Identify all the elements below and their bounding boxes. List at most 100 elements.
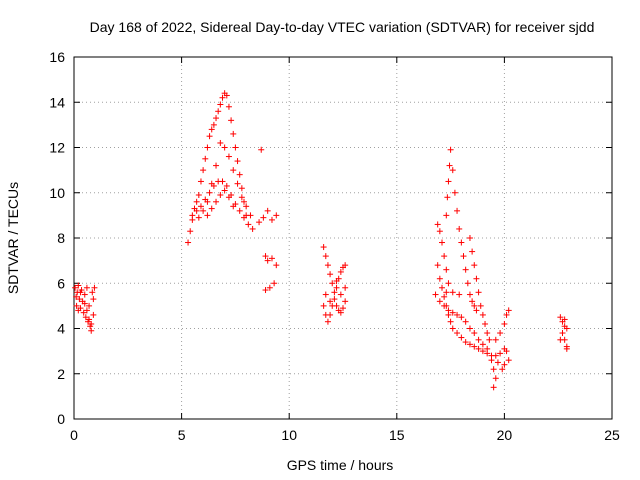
- data-point: [197, 203, 204, 210]
- data-point: [499, 366, 506, 373]
- data-point: [342, 262, 349, 269]
- data-point: [217, 101, 224, 108]
- data-point: [86, 302, 93, 309]
- data-point: [249, 225, 256, 232]
- data-point: [462, 339, 469, 346]
- chart-title: Day 168 of 2022, Sidereal Day-to-day VTE…: [90, 19, 595, 35]
- data-point: [458, 239, 465, 246]
- data-point: [436, 298, 443, 305]
- data-point: [432, 291, 439, 298]
- data-point: [225, 194, 232, 201]
- data-point: [219, 178, 226, 185]
- data-point: [195, 192, 202, 199]
- data-point: [488, 357, 495, 364]
- data-point: [449, 309, 456, 316]
- data-point: [469, 298, 476, 305]
- data-point: [497, 350, 504, 357]
- data-point: [238, 194, 245, 201]
- data-point: [469, 248, 476, 255]
- data-point: [200, 207, 207, 214]
- data-point: [333, 277, 340, 284]
- data-point: [501, 361, 508, 368]
- data-point: [213, 162, 220, 169]
- data-point: [434, 262, 441, 269]
- data-point: [256, 219, 263, 226]
- data-point: [434, 221, 441, 228]
- data-point: [264, 207, 271, 214]
- data-point: [213, 198, 220, 205]
- data-point: [241, 214, 248, 221]
- y-tick-label: 6: [57, 275, 65, 291]
- data-point: [81, 300, 88, 307]
- data-points: [72, 90, 570, 391]
- data-point: [471, 262, 478, 269]
- data-point: [204, 212, 211, 219]
- data-point: [234, 158, 241, 165]
- data-point: [471, 330, 478, 337]
- data-point: [342, 284, 349, 291]
- data-point: [497, 330, 504, 337]
- data-point: [225, 103, 232, 110]
- y-tick-label: 16: [49, 49, 65, 65]
- data-point: [228, 117, 235, 124]
- data-point: [273, 262, 280, 269]
- data-point: [232, 144, 239, 151]
- data-point: [337, 291, 344, 298]
- y-tick-label: 0: [57, 411, 65, 427]
- data-point: [466, 325, 473, 332]
- data-point: [221, 187, 228, 194]
- data-point: [206, 189, 213, 196]
- data-point: [245, 221, 252, 228]
- data-point: [342, 298, 349, 305]
- data-point: [445, 280, 452, 287]
- data-point: [208, 126, 215, 133]
- y-tick-label: 14: [49, 94, 65, 110]
- data-point: [327, 298, 334, 305]
- data-point: [236, 207, 243, 214]
- data-point: [466, 341, 473, 348]
- data-point: [443, 266, 450, 273]
- data-point: [234, 180, 241, 187]
- data-point: [221, 144, 228, 151]
- data-point: [449, 167, 456, 174]
- data-point: [72, 284, 79, 291]
- data-point: [443, 212, 450, 219]
- data-point: [454, 207, 461, 214]
- y-tick-label: 12: [49, 140, 65, 156]
- data-point: [557, 314, 564, 321]
- data-point: [86, 316, 93, 323]
- y-tick-label: 4: [57, 321, 65, 337]
- data-point: [189, 212, 196, 219]
- data-point: [223, 92, 230, 99]
- data-point: [446, 162, 453, 169]
- data-point: [230, 203, 237, 210]
- data-point: [441, 253, 448, 260]
- data-point: [475, 289, 482, 296]
- y-tick-label: 10: [49, 185, 65, 201]
- data-point: [217, 139, 224, 146]
- data-point: [466, 235, 473, 241]
- data-point: [559, 330, 566, 337]
- data-point: [471, 343, 478, 350]
- data-point: [208, 205, 215, 212]
- data-point: [202, 155, 209, 162]
- data-point: [206, 133, 213, 140]
- data-point: [447, 318, 454, 325]
- x-tick-label: 10: [281, 427, 297, 443]
- data-point: [204, 144, 211, 151]
- data-point: [90, 296, 97, 303]
- data-point: [466, 291, 473, 298]
- data-point: [217, 192, 224, 199]
- data-point: [482, 320, 489, 327]
- data-point: [337, 268, 344, 275]
- data-point: [320, 244, 327, 251]
- data-point: [73, 302, 80, 309]
- data-point: [475, 345, 482, 352]
- data-point: [266, 284, 273, 291]
- data-point: [460, 253, 467, 260]
- data-point: [454, 330, 461, 337]
- data-point: [268, 216, 275, 223]
- data-point: [320, 302, 327, 309]
- data-point: [445, 307, 452, 314]
- data-point: [89, 289, 96, 296]
